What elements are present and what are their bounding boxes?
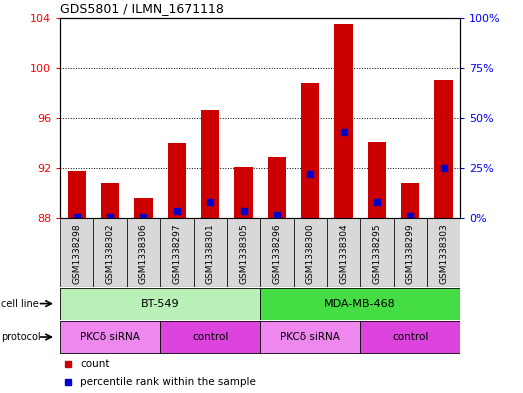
Text: GSM1338306: GSM1338306 [139,224,148,285]
Text: GSM1338301: GSM1338301 [206,224,214,285]
Text: GSM1338302: GSM1338302 [106,224,115,284]
Bar [334,24,353,218]
Text: BT-549: BT-549 [141,299,179,309]
Bar [60,218,94,287]
Text: count: count [80,359,110,369]
Text: GSM1338304: GSM1338304 [339,224,348,284]
Text: GSM1338298: GSM1338298 [72,224,81,284]
Bar [60,288,260,320]
Text: protocol: protocol [1,332,41,342]
Text: control: control [192,332,229,342]
Text: PKCδ siRNA: PKCδ siRNA [280,332,340,342]
Bar [227,218,260,287]
Bar [401,183,419,218]
Bar [94,218,127,287]
Bar [435,80,453,218]
Bar [127,218,160,287]
Bar [234,167,253,218]
Bar [394,218,427,287]
Bar [360,321,460,353]
Bar [260,218,293,287]
Text: MDA-MB-468: MDA-MB-468 [324,299,396,309]
Bar [67,171,86,218]
Bar [134,198,153,218]
Text: GSM1338305: GSM1338305 [239,224,248,285]
Bar [360,218,393,287]
Bar [260,288,460,320]
Text: GDS5801 / ILMN_1671118: GDS5801 / ILMN_1671118 [60,2,224,15]
Text: GSM1338300: GSM1338300 [306,224,315,285]
Bar [194,218,227,287]
Text: percentile rank within the sample: percentile rank within the sample [80,377,256,387]
Text: control: control [392,332,428,342]
Bar [201,110,219,218]
Text: PKCδ siRNA: PKCδ siRNA [80,332,140,342]
Bar [260,321,360,353]
Bar [268,157,286,218]
Bar [101,183,119,218]
Bar [368,142,386,218]
Bar [293,218,327,287]
Text: GSM1338297: GSM1338297 [173,224,181,284]
Text: GSM1338303: GSM1338303 [439,224,448,285]
Bar [160,218,194,287]
Bar [301,83,320,218]
Bar [60,321,160,353]
Bar [327,218,360,287]
Bar [160,321,260,353]
Text: cell line: cell line [1,299,39,309]
Text: GSM1338299: GSM1338299 [406,224,415,284]
Bar [168,143,186,218]
Text: GSM1338295: GSM1338295 [372,224,381,284]
Text: GSM1338296: GSM1338296 [272,224,281,284]
Bar [427,218,460,287]
